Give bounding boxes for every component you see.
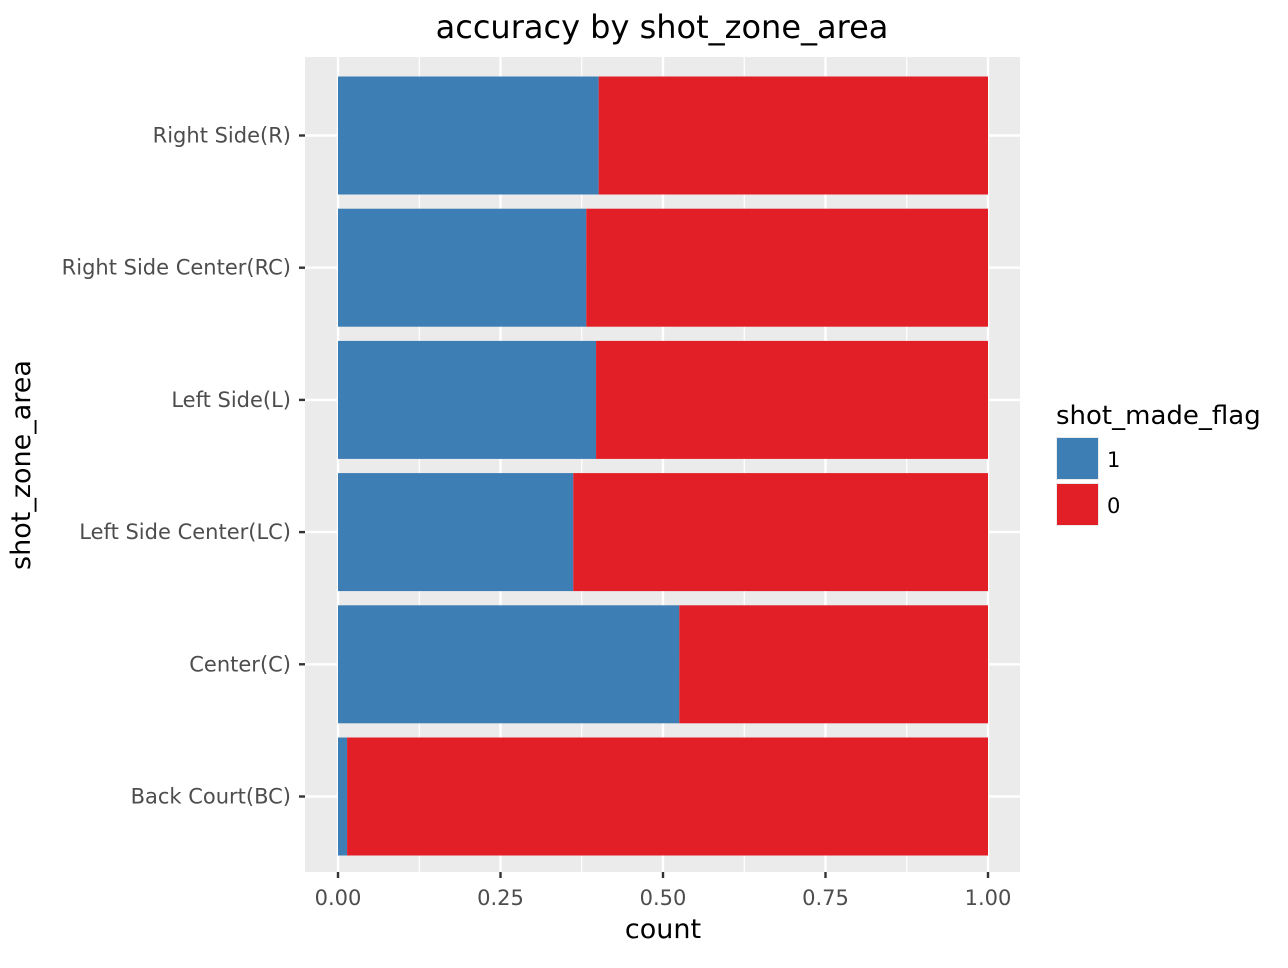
x-tick-label: 0.00	[315, 886, 362, 910]
legend-label: 0	[1107, 494, 1120, 518]
x-axis-title: count	[625, 914, 701, 945]
bars	[338, 76, 989, 856]
y-axis-title: shot_zone_area	[6, 360, 37, 570]
x-axis: 0.00 0.25 0.50 0.75 1.00	[315, 872, 1012, 910]
bar-missed	[586, 208, 988, 327]
legend-key	[1057, 484, 1098, 525]
bar-missed	[679, 605, 988, 724]
x-tick-label: 1.00	[965, 886, 1012, 910]
x-tick-label: 0.50	[640, 886, 687, 910]
legend-title: shot_made_flag	[1056, 401, 1261, 431]
bar-made	[338, 76, 599, 195]
legend: shot_made_flag 10	[1056, 401, 1261, 526]
x-tick-label: 0.25	[477, 886, 524, 910]
bar-missed	[347, 737, 989, 856]
y-axis: Right Side(R) Right Side Center(RC) Left S…	[62, 124, 305, 809]
bar-made	[338, 208, 587, 327]
legend-label: 1	[1107, 448, 1120, 472]
chart-title: accuracy by shot_zone_area	[436, 8, 889, 46]
legend-items: 10	[1056, 437, 1120, 526]
y-tick-label: Back Court(BC)	[131, 785, 291, 809]
x-tick-label: 0.75	[802, 886, 849, 910]
bar-made	[338, 340, 597, 459]
bar-missed	[596, 340, 988, 459]
bar-missed	[573, 473, 988, 592]
y-tick-label: Left Side(L)	[171, 388, 291, 412]
bar-made	[338, 737, 348, 856]
legend-key	[1057, 438, 1098, 479]
bar-missed	[598, 76, 988, 195]
y-tick-label: Right Side Center(RC)	[62, 256, 291, 280]
bar-made	[338, 605, 680, 724]
y-tick-label: Center(C)	[189, 652, 291, 676]
bar-made	[338, 473, 574, 592]
y-tick-label: Right Side(R)	[153, 124, 291, 148]
y-tick-label: Left Side Center(LC)	[79, 520, 291, 544]
